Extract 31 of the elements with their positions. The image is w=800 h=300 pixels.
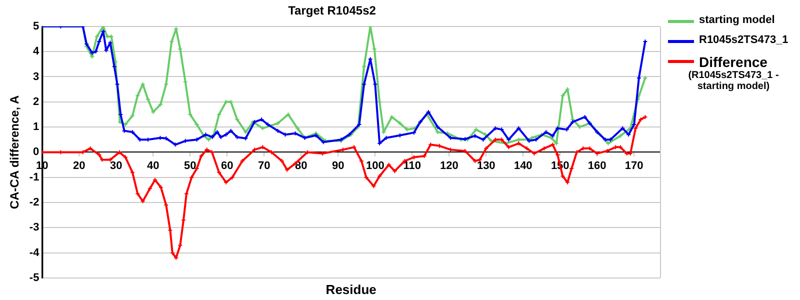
- y-tick-label: 0: [33, 146, 40, 158]
- y-tick-label: -3: [29, 222, 40, 234]
- x-tick-label: 90: [332, 160, 344, 172]
- x-tick-label: 30: [110, 160, 122, 172]
- x-tick-label: 100: [366, 160, 384, 172]
- legend-label: starting model: [699, 14, 776, 26]
- y-tick-label: 5: [33, 20, 40, 32]
- y-tick-label: 2: [33, 96, 40, 108]
- x-tick-label: 120: [440, 160, 458, 172]
- y-tick-label: -4: [29, 246, 40, 259]
- legend-label: R1045s2TS473_1: [699, 34, 790, 46]
- y-tick-label: -1: [29, 171, 40, 184]
- x-tick-label: 20: [73, 160, 86, 172]
- y-tick-label: 1: [33, 121, 40, 134]
- y-tick-label: -2: [29, 196, 40, 209]
- chart-title: Target R1045s2: [288, 4, 376, 18]
- y-tick-label: 4: [33, 46, 40, 58]
- x-axis-title: Residue: [326, 282, 376, 298]
- x-tick-label: 60: [221, 160, 234, 172]
- y-tick-label: 3: [33, 70, 40, 83]
- x-tick-label: 110: [403, 160, 422, 172]
- x-tick-label: 70: [258, 160, 270, 172]
- legend-label: Difference (R1045s2TS473_1 - starting model): [687, 54, 780, 92]
- x-tick-label: 140: [514, 160, 532, 172]
- y-tick-label: -5: [29, 272, 40, 284]
- y-axis-title: CA-CA difference, A: [8, 94, 22, 210]
- x-tick-label: 40: [147, 160, 160, 172]
- x-tick-label: 160: [588, 160, 606, 172]
- x-tick-label: 130: [476, 160, 496, 172]
- x-tick-label: 50: [184, 160, 196, 172]
- x-tick-label: 170: [624, 160, 644, 172]
